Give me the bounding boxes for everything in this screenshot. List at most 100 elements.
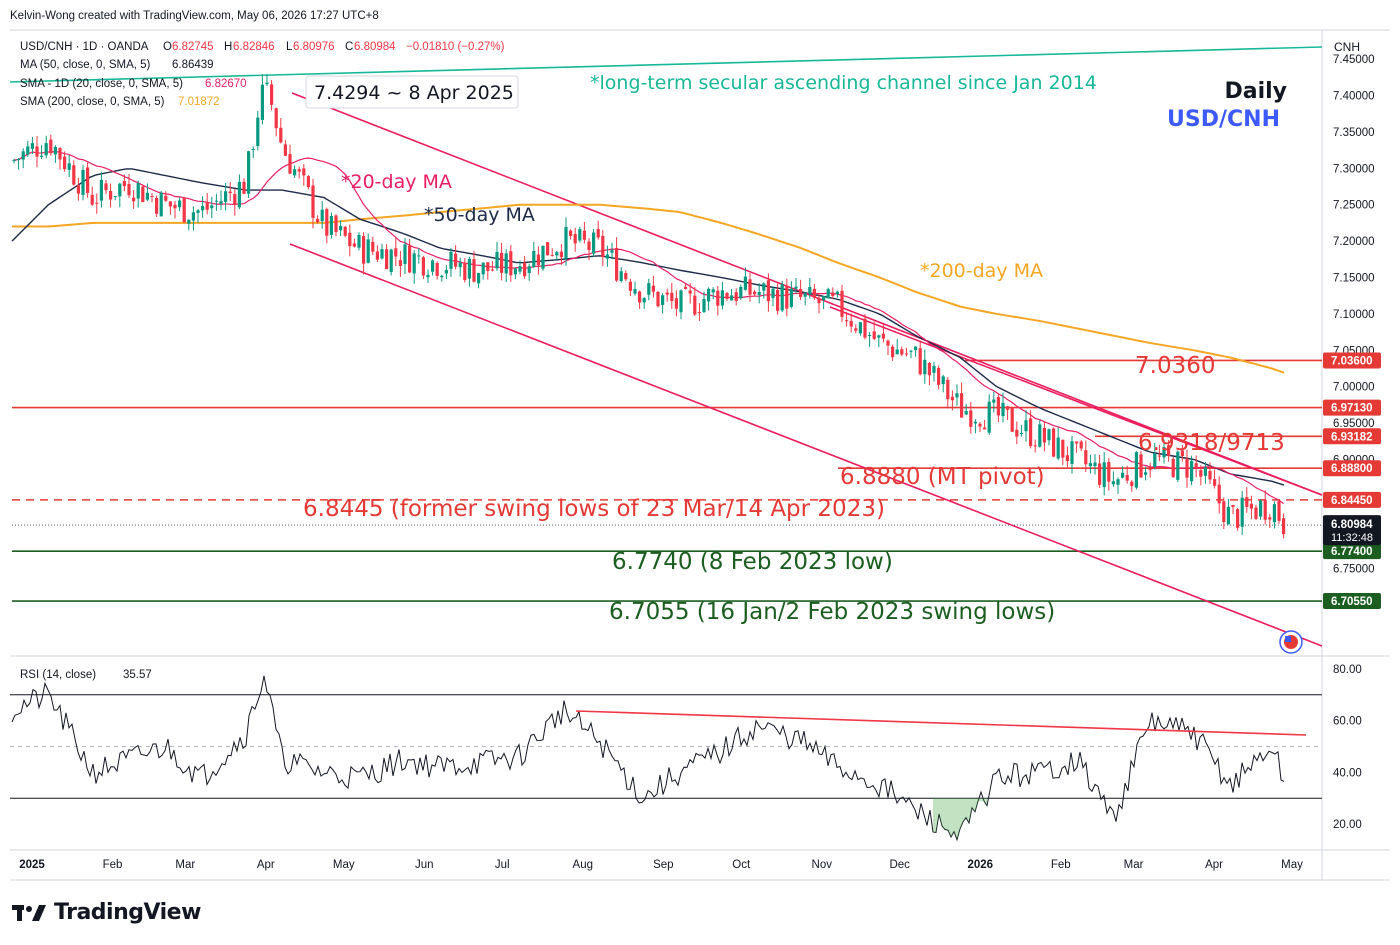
candle-body [1217, 484, 1221, 504]
candle-body [504, 253, 508, 274]
candle-body [601, 235, 605, 258]
candle-body [191, 212, 195, 221]
candle-body [1121, 472, 1125, 478]
chart-header: Kelvin-Wong created with TradingView.com… [10, 10, 1360, 108]
ohlc-c-value: 6.80984 [354, 41, 396, 53]
rsi-axis-tick: 20.00 [1333, 819, 1362, 831]
ma20-annotation: *20-day MA [341, 171, 452, 193]
time-axis-label: Aug [573, 859, 593, 871]
price-tag-label: 6.88800 [1331, 463, 1373, 475]
candle-body [449, 251, 453, 269]
candle-body [481, 262, 485, 275]
candle-body [21, 151, 25, 160]
ohlc-o-value: 6.82745 [172, 41, 214, 53]
time-axis-label: Jul [495, 859, 510, 871]
candle-body [707, 288, 711, 302]
price-tag-box [1323, 543, 1381, 560]
time-axis-label: 2025 [19, 859, 45, 871]
horizontal-level-lines[interactable] [12, 359, 1322, 602]
candle-body [693, 295, 697, 315]
candle-body [559, 251, 563, 258]
candle-body [104, 183, 108, 191]
candle-body [40, 155, 44, 158]
ohlc-h-value: 6.82846 [233, 41, 275, 53]
rsi-value: 35.57 [123, 669, 152, 681]
candle-body [1190, 460, 1194, 482]
candle-body [1268, 517, 1272, 520]
candle-body [1075, 441, 1079, 444]
candle-body [527, 266, 531, 273]
candle-body [964, 411, 968, 415]
candle-body [605, 254, 609, 259]
ma50-annotation: *50-day MA [424, 204, 535, 226]
candle-body [371, 241, 375, 252]
candle-body [1272, 504, 1276, 523]
candle-body [440, 275, 444, 278]
price-tag-label: 6.77400 [1331, 546, 1373, 558]
candle-body [375, 251, 379, 260]
candle-body [895, 349, 899, 355]
candle-body [674, 298, 678, 309]
time-axis-label: May [1281, 859, 1303, 871]
tradingview-brand[interactable]: TradingView [12, 900, 201, 925]
candle-body [293, 169, 297, 176]
candle-body [1213, 479, 1217, 486]
time-axis-label: 2026 [967, 859, 993, 871]
candle-body [1263, 499, 1267, 520]
candle-body [891, 346, 895, 358]
candle-body [624, 273, 628, 280]
candle-body [458, 262, 462, 268]
candle-body [1065, 455, 1069, 462]
candle-body [950, 396, 954, 401]
time-axis-label: Feb [1051, 859, 1071, 871]
candle-body [831, 292, 835, 296]
candle-body [587, 241, 591, 251]
candle-body [467, 258, 471, 279]
price-tag-label: 7.03600 [1331, 355, 1373, 367]
candle-body [426, 274, 430, 278]
price-tag-box [1323, 491, 1381, 508]
price-tag-label: 6.70550 [1331, 596, 1373, 608]
candle-body [518, 266, 522, 272]
candle-body [914, 346, 918, 351]
candle-body [1006, 406, 1010, 410]
candle-body [555, 252, 559, 256]
candle-body [214, 200, 218, 202]
price-axis-tick: 7.40000 [1333, 91, 1375, 103]
us-flag-icon[interactable] [1279, 630, 1303, 654]
candle-body [730, 295, 734, 301]
candle-body [771, 288, 775, 299]
panel-frames [10, 29, 1390, 881]
candle-body [486, 262, 490, 271]
candle-body [638, 291, 642, 303]
candle-body [178, 200, 182, 208]
price-axis-tick: 7.00000 [1333, 382, 1375, 394]
candle-body [610, 250, 614, 253]
candle-body [1134, 452, 1138, 488]
secular-channel-note: *long-term secular ascending channel sin… [590, 72, 1097, 94]
symbol-label: USD/CNH · 1D · OANDA [20, 41, 149, 53]
price-axis-tick: 7.45000 [1333, 54, 1375, 66]
candle-body [688, 290, 692, 294]
candle-body [1157, 455, 1161, 457]
candle-body [1176, 451, 1180, 480]
candle-body [868, 334, 872, 336]
price-axis-tick: 7.15000 [1333, 272, 1375, 284]
candle-body [150, 196, 154, 198]
currency-label: CNH [1334, 40, 1360, 54]
candle-body [1070, 441, 1074, 464]
candle-body [1254, 507, 1258, 519]
last-price-tag-box [1323, 515, 1381, 546]
tradingview-logo-icon [12, 905, 46, 921]
annotations: Daily USD/CNH *long-term secular ascendi… [303, 72, 1287, 625]
price-axis-tick: 6.75000 [1333, 564, 1375, 576]
brand-name: TradingView [54, 900, 201, 925]
candle-body [1185, 458, 1189, 478]
candle-body [973, 421, 977, 424]
candle-body [380, 249, 384, 259]
price-axis-tick: 6.95000 [1333, 418, 1375, 430]
candle-body [463, 262, 467, 281]
candle-body [127, 183, 131, 196]
price-tag-box [1323, 428, 1381, 445]
